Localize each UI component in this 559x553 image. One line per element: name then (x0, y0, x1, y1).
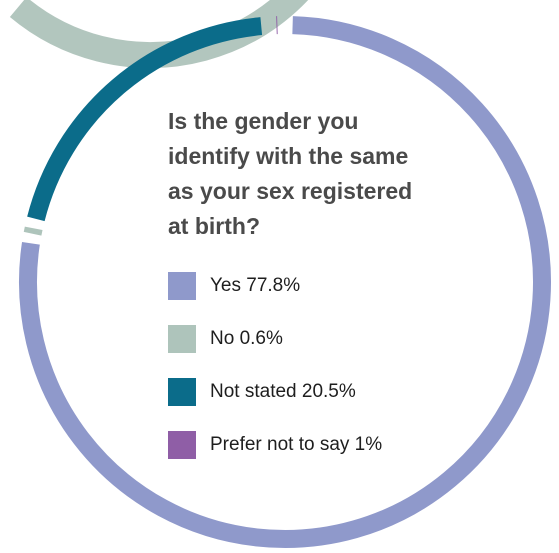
slice-yes (19, 16, 551, 548)
chart-title: Is the gender you identify with the same… (168, 108, 413, 239)
legend-swatch-prefer-not-to-say (168, 431, 196, 459)
legend-item-not-stated: Not stated 20.5% (168, 378, 468, 406)
decorative-ring (9, 0, 309, 68)
slice-not-stated (27, 17, 263, 222)
legend-item-no: No 0.6% (168, 325, 468, 353)
legend-swatch-no (168, 325, 196, 353)
legend-label-not-stated: Not stated 20.5% (210, 381, 356, 402)
legend-item-prefer-not-to-say: Prefer not to say 1% (168, 431, 468, 459)
legend-label-no: No 0.6% (210, 328, 283, 349)
legend-item-yes: Yes 77.8% (168, 272, 468, 300)
legend-label-prefer-not-to-say: Prefer not to say 1% (210, 434, 383, 455)
legend-swatch-yes (168, 272, 196, 300)
legend-label-yes: Yes 77.8% (210, 275, 301, 296)
slice-no (23, 226, 43, 236)
chart-legend: Yes 77.8% No 0.6% Not stated 20.5% Prefe… (168, 272, 468, 484)
legend-swatch-not-stated (168, 378, 196, 406)
